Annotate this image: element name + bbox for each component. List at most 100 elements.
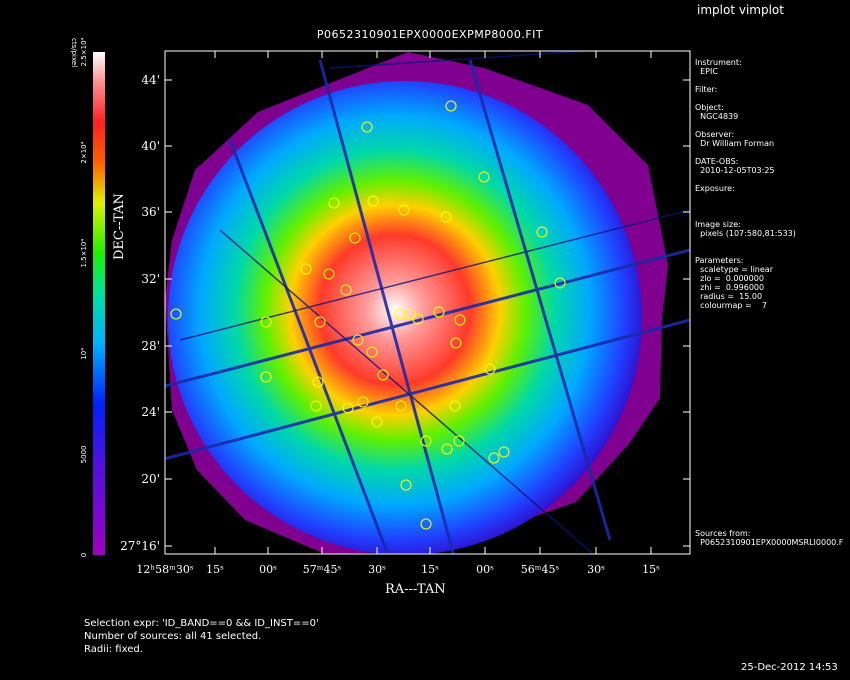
x-tick-label: 56ᵐ45ˢ bbox=[521, 563, 560, 576]
y-tick-label: 24' bbox=[141, 405, 160, 419]
source-circle[interactable] bbox=[260, 371, 272, 383]
source-circle[interactable] bbox=[170, 308, 182, 320]
x-tick-label: 15ˢ bbox=[206, 563, 224, 576]
source-circle[interactable] bbox=[357, 396, 369, 408]
info-line: Exposure: bbox=[695, 184, 735, 193]
y-tick-labels: 27°16' 20' 24' 28' 32' 36' 40' 44' bbox=[120, 73, 160, 553]
info-line bbox=[695, 76, 796, 85]
status-line: Number of sources: all 41 selected. bbox=[84, 631, 262, 642]
y-tick-label: 28' bbox=[141, 339, 160, 353]
source-circle[interactable] bbox=[395, 400, 407, 412]
x-tick-label: 00ˢ bbox=[259, 563, 277, 576]
source-circle[interactable] bbox=[352, 334, 364, 346]
source-circle[interactable] bbox=[449, 400, 461, 412]
info-line bbox=[695, 247, 796, 256]
x-tick-label: 00ˢ bbox=[476, 563, 494, 576]
detector-image bbox=[165, 51, 690, 554]
sources-line: Sources from: bbox=[695, 529, 751, 538]
x-tick-label: 30ˢ bbox=[587, 563, 605, 576]
info-line bbox=[695, 238, 796, 247]
colorbar-tick-label: 1.5×10⁴ bbox=[80, 239, 88, 268]
info-line: Object: bbox=[695, 103, 724, 112]
source-circle[interactable] bbox=[361, 121, 373, 133]
source-circle[interactable] bbox=[342, 402, 354, 414]
info-line bbox=[695, 211, 796, 220]
colorbar-tick-label: 2×10⁴ bbox=[80, 141, 88, 163]
info-line: Image size: bbox=[695, 220, 741, 229]
header-info-panel: Instrument: EPIC Filter: Object: NGC4839… bbox=[695, 58, 796, 310]
y-tick-label: 20' bbox=[141, 472, 160, 486]
colorbar-tick-label: 0 bbox=[80, 553, 88, 557]
info-line: colourmap = 7 bbox=[695, 301, 767, 310]
source-circle[interactable] bbox=[433, 306, 445, 318]
sources-line: P0652310901EPX0000MSRLI0000.F bbox=[695, 538, 844, 547]
source-circle[interactable] bbox=[478, 171, 490, 183]
source-circle[interactable] bbox=[312, 376, 324, 388]
source-circle[interactable] bbox=[398, 204, 410, 216]
source-circle[interactable] bbox=[454, 314, 466, 326]
source-circle[interactable] bbox=[323, 268, 335, 280]
source-circle[interactable] bbox=[367, 195, 379, 207]
source-circle[interactable] bbox=[340, 284, 352, 296]
y-tick-label: 32' bbox=[141, 272, 160, 286]
plot-frame bbox=[164, 50, 691, 555]
colorbar-label: cts/pixel bbox=[70, 38, 78, 68]
colorbar-ticks: 0 5000 10⁴ 1.5×10⁴ 2×10⁴ 2.5×10⁴ bbox=[80, 37, 88, 557]
source-circle[interactable] bbox=[300, 263, 312, 275]
axis-ticks bbox=[164, 51, 690, 554]
info-line bbox=[695, 193, 796, 202]
info-line bbox=[695, 148, 796, 157]
source-circle[interactable] bbox=[420, 435, 432, 447]
info-line bbox=[695, 94, 796, 103]
info-line bbox=[695, 121, 796, 130]
colorbar-tick-label: 5000 bbox=[80, 445, 88, 463]
x-tick-label: 30ˢ bbox=[368, 563, 386, 576]
source-circle[interactable] bbox=[536, 226, 548, 238]
info-line: zlo = 0.000000 bbox=[695, 274, 764, 283]
source-regions[interactable] bbox=[170, 100, 566, 530]
source-circle[interactable] bbox=[314, 316, 326, 328]
source-circle[interactable] bbox=[328, 197, 340, 209]
info-line: Observer: bbox=[695, 130, 735, 139]
plot-title: P0652310901EPX0000EXPMP8000.FIT bbox=[316, 28, 544, 41]
x-tick-label: 15ˢ bbox=[421, 563, 439, 576]
status-line: Selection expr: 'ID_BAND==0 && ID_INST==… bbox=[84, 618, 319, 629]
source-circle[interactable] bbox=[377, 369, 389, 381]
selection-status: Selection expr: 'ID_BAND==0 && ID_INST==… bbox=[84, 617, 319, 656]
source-circle[interactable] bbox=[488, 452, 500, 464]
colorbar-tick-label: 2.5×10⁴ bbox=[80, 37, 88, 66]
source-circle[interactable] bbox=[366, 346, 378, 358]
colorbar-tick-label: 10⁴ bbox=[80, 348, 88, 360]
source-circle[interactable] bbox=[400, 479, 412, 491]
source-circle[interactable] bbox=[453, 435, 465, 447]
source-circle[interactable] bbox=[498, 446, 510, 458]
x-tick-label: 12ʰ58ᵐ30ˢ bbox=[136, 563, 193, 576]
source-circle[interactable] bbox=[440, 211, 452, 223]
source-circle[interactable] bbox=[450, 337, 462, 349]
source-circle[interactable] bbox=[484, 363, 496, 375]
source-circle[interactable] bbox=[441, 443, 453, 455]
info-line: scaletype = linear bbox=[695, 265, 773, 274]
info-line: Filter: bbox=[695, 85, 718, 94]
x-tick-label: 15ˢ bbox=[642, 563, 660, 576]
info-line: Instrument: bbox=[695, 58, 742, 67]
source-circle[interactable] bbox=[404, 308, 416, 320]
info-line: EPIC bbox=[695, 67, 718, 76]
source-circle[interactable] bbox=[420, 518, 432, 530]
app-title: implot vimplot bbox=[697, 3, 784, 17]
info-line bbox=[695, 202, 796, 211]
source-circle[interactable] bbox=[310, 400, 322, 412]
source-circle[interactable] bbox=[371, 416, 383, 428]
y-tick-label: 40' bbox=[141, 139, 160, 153]
x-tick-labels: 12ʰ58ᵐ30ˢ 15ˢ 00ˢ 57ᵐ45ˢ 30ˢ 15ˢ 00ˢ 56ᵐ45ˢ 30ˢ 1… bbox=[136, 563, 660, 576]
sources-from-panel: Sources from: P0652310901EPX0000MSRLI000… bbox=[695, 529, 843, 547]
source-circle[interactable] bbox=[554, 277, 566, 289]
source-circle[interactable] bbox=[412, 313, 424, 325]
source-circle[interactable] bbox=[349, 232, 361, 244]
timestamp: 25-Dec-2012 14:53 bbox=[741, 662, 838, 673]
info-line: Dr William Forman bbox=[695, 139, 775, 148]
source-circle[interactable] bbox=[260, 316, 272, 328]
source-circle[interactable] bbox=[445, 100, 457, 112]
info-line: DATE-OBS: bbox=[695, 157, 739, 166]
